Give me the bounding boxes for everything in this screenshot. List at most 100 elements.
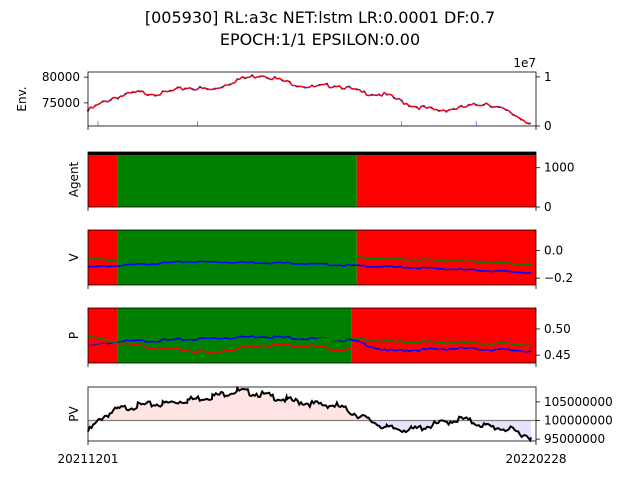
env-price-point-147 (452, 107, 455, 111)
env-price-point-81 (288, 80, 291, 83)
env-price-point-45 (198, 85, 202, 88)
env-price-point-84 (295, 85, 299, 88)
pv-line (87, 385, 532, 443)
env-price-point-6 (101, 100, 105, 103)
env-price-point-156 (475, 103, 478, 107)
env-price-point-162 (490, 105, 493, 109)
env-price-point-165 (497, 105, 500, 109)
chart-title-line-1: [005930] RL:a3c NET:lstm LR:0.0001 DF:0.… (144, 8, 496, 27)
env-ytick-label-1: 80000 (42, 70, 80, 84)
env-right-ytick-label-0: 0 (544, 119, 552, 133)
env-price-point-87 (303, 86, 306, 89)
agent-ytick-label-1: 1000 (544, 161, 575, 175)
policy-ytick-label-1: 0.50 (544, 322, 571, 336)
pv-gain-area (88, 388, 532, 421)
env-price-point-66 (251, 74, 254, 77)
env-price-point-57 (228, 83, 231, 86)
env-price-point-105 (348, 85, 351, 88)
env-right-ytick-label-1: 1 (544, 70, 552, 84)
policy-ylabel: P (67, 332, 81, 339)
agent-ytick-label-0: 0 (544, 200, 552, 214)
pv-ylabel: PV (67, 405, 81, 421)
env-price-point-54 (221, 86, 224, 89)
env-price-point-51 (213, 87, 217, 90)
env-price-point-15 (124, 93, 127, 96)
env-price-point-153 (467, 103, 470, 106)
env-price-point-126 (400, 99, 403, 102)
env-price-point-21 (139, 90, 142, 93)
policy-frame (87, 307, 537, 364)
env-price-point-72 (266, 76, 269, 80)
env-price-line (87, 74, 532, 125)
env-price-point-27 (154, 94, 157, 97)
env-price-point-168 (505, 108, 508, 112)
env-ylabel: Env. (15, 86, 29, 111)
policy-series-line-2 (87, 342, 353, 354)
env-price-point-171 (512, 113, 515, 117)
env-price-point-150 (460, 104, 463, 108)
env-price-point-114 (370, 93, 373, 96)
x-tick-label-end: 20220228 (505, 452, 566, 466)
env-price-point-174 (519, 118, 523, 121)
env-price-point-39 (183, 87, 187, 90)
env-ytick-label-0: 75000 (42, 96, 80, 110)
policy-region-hold-1 (117, 308, 352, 363)
env-price-point-36 (176, 86, 179, 89)
pv-ytick-label-0: 95000000 (544, 432, 605, 446)
env-price-point-3 (94, 104, 97, 107)
env-price-point-99 (333, 85, 336, 88)
env-price-point-135 (422, 105, 426, 108)
policy-ytick-label-0: 0.45 (544, 348, 571, 362)
env-price-point-159 (482, 103, 485, 107)
env-price-point-102 (340, 87, 343, 90)
pv-ytick-label-1: 100000000 (544, 414, 613, 428)
env-price-point-42 (191, 88, 194, 91)
env-right-offset-label: 1e7 (513, 56, 536, 70)
env-price-point-129 (407, 104, 411, 108)
env-price-point-132 (415, 105, 418, 109)
env-price-point-75 (273, 75, 276, 79)
value-ytick-label-0: −0.2 (544, 271, 573, 285)
env-price-point-90 (310, 84, 314, 87)
agent-region-buy-2 (356, 152, 536, 207)
policy-series-line-0 (87, 335, 532, 353)
env-price-point-63 (243, 77, 246, 80)
agent-frame (87, 151, 537, 208)
env-price-point-33 (169, 89, 172, 92)
pv-loss-area (88, 420, 532, 441)
env-price-point-123 (393, 96, 396, 100)
env-price-point-9 (109, 98, 112, 102)
env-price-point-117 (378, 93, 381, 96)
env-price-point-108 (355, 88, 358, 91)
pv-frame (87, 386, 537, 442)
agent-region-hold-1 (117, 152, 357, 207)
value-series-line-1 (87, 255, 532, 266)
x-tick-label-start: 20211201 (57, 452, 118, 466)
value-ytick-label-1: 0.0 (544, 244, 563, 258)
chart-title-line-2: EPOCH:1/1 EPSILON:0.00 (219, 30, 421, 49)
env-price-point-60 (236, 78, 239, 81)
policy-series-line-1 (87, 335, 532, 348)
agent-region-buy-0 (88, 152, 118, 207)
env-price-point-138 (430, 106, 433, 109)
env-price-point-78 (281, 79, 284, 82)
env-price-point-93 (318, 83, 321, 87)
agent-ylabel: Agent (67, 161, 81, 197)
value-region-buy-0 (88, 230, 118, 285)
env-price-point-144 (445, 110, 448, 113)
policy-region-buy-0 (88, 308, 118, 363)
env-price-point-30 (161, 90, 164, 93)
env-frame (87, 71, 537, 127)
env-price-point-48 (206, 88, 209, 91)
env-price-point-111 (363, 90, 366, 93)
env-price-point-69 (258, 75, 261, 78)
env-price-point-177 (527, 122, 530, 125)
policy-region-buy-2 (351, 308, 536, 363)
value-ylabel: V (67, 253, 81, 262)
env-price-point-120 (385, 93, 388, 96)
env-price-point-24 (146, 93, 149, 97)
env-price-point-18 (131, 91, 134, 94)
value-series-line-0 (87, 260, 532, 274)
env-price-point-12 (116, 97, 119, 100)
